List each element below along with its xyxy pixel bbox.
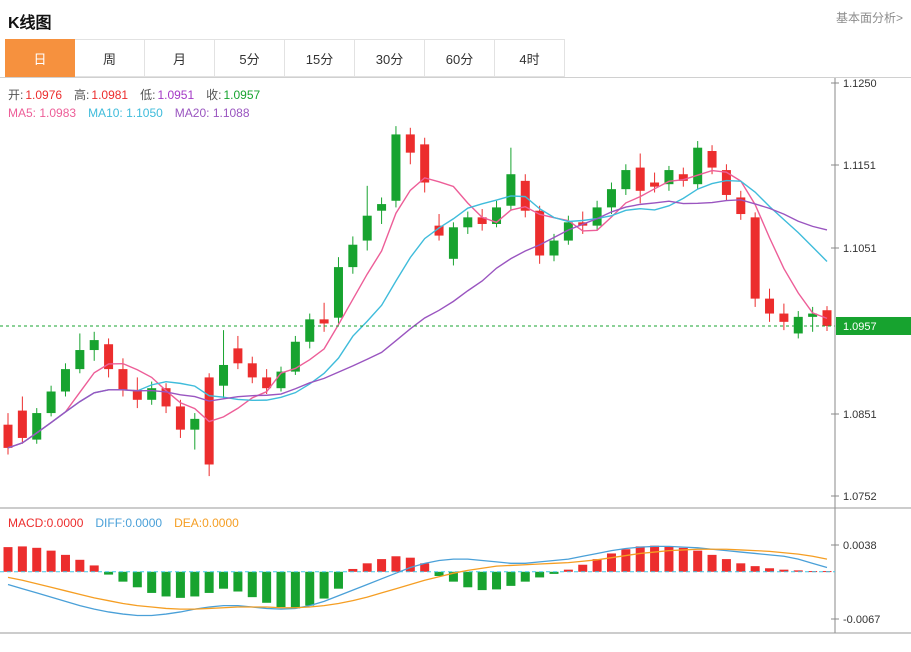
svg-text:0.0038: 0.0038 — [843, 540, 877, 552]
tab-month[interactable]: 月 — [145, 39, 215, 77]
dea-line — [7, 548, 828, 610]
macd-hist-layer — [3, 545, 832, 609]
tab-15min[interactable]: 15分 — [285, 39, 355, 77]
fundamental-analysis-link[interactable]: 基本面分析> — [835, 11, 903, 25]
tab-5min[interactable]: 5分 — [215, 39, 285, 77]
tab-30min[interactable]: 30分 — [355, 39, 425, 77]
timeframe-tabbar: 日 周 月 5分 15分 30分 60分 4时 — [0, 39, 911, 78]
kline-macd-chart[interactable]: 1.0957 1.1250 1.1151 1.1051 1.0851 1.0752 0.00… — [0, 78, 911, 642]
ma20-line — [7, 199, 828, 449]
chart-area: 开: 1.0976 高: 1.0981 低: 1.0951 收: 1.0957 MA5:… — [0, 78, 911, 642]
svg-text:1.1151: 1.1151 — [843, 160, 876, 172]
tab-day[interactable]: 日 — [5, 39, 75, 77]
candles-layer — [3, 126, 832, 477]
current-price-tag — [836, 316, 911, 335]
page-title: K线图 — [8, 15, 52, 32]
svg-text:-0.0067: -0.0067 — [843, 614, 880, 626]
tab-week[interactable]: 周 — [75, 39, 145, 77]
diff-line — [7, 545, 828, 617]
svg-text:1.0957: 1.0957 — [843, 321, 877, 333]
page-header: K线图 基本面分析> — [0, 0, 911, 39]
price-axis: 1.1250 1.1151 1.1051 1.0851 1.0752 — [831, 78, 877, 503]
ma-lines-layer — [7, 169, 828, 449]
ma10-line — [7, 179, 828, 449]
svg-text:1.1250: 1.1250 — [843, 78, 877, 90]
tab-60min[interactable]: 60分 — [425, 39, 495, 77]
macd-lines-layer — [7, 545, 828, 617]
svg-text:1.0752: 1.0752 — [843, 491, 877, 503]
svg-text:1.0851: 1.0851 — [843, 409, 877, 421]
svg-text:1.1051: 1.1051 — [843, 243, 877, 255]
macd-axis: 0.0038 -0.0067 — [831, 540, 880, 626]
ma5-line — [7, 169, 828, 449]
tab-4hour[interactable]: 4时 — [495, 39, 565, 77]
